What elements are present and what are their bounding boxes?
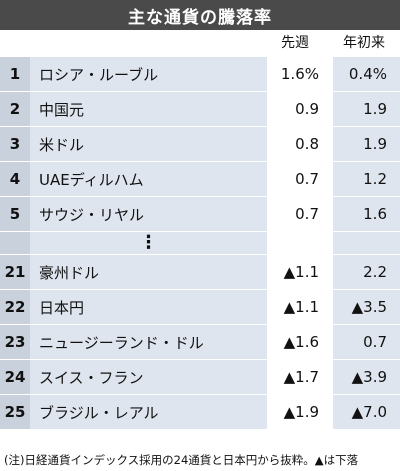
table-row: 21 豪州ドル ▲1.1 2.2: [0, 254, 400, 289]
week-change-cell: 0.7: [267, 197, 333, 231]
ytd-change-cell: 0.7: [333, 325, 400, 359]
table-title: 主な通貨の騰落率: [0, 0, 400, 30]
currency-name-cell: ブラジル・レアル: [30, 395, 267, 429]
rank-cell: 2: [0, 92, 30, 126]
currency-name-cell: 日本円: [30, 290, 267, 324]
ytd-change-cell: 1.2: [333, 162, 400, 196]
week-change-cell: 1.6%: [267, 57, 333, 91]
rank-cell: 24: [0, 360, 30, 394]
currency-name-cell: ニュージーランド・ドル: [30, 325, 267, 359]
table-row: 23 ニュージーランド・ドル ▲1.6 0.7: [0, 324, 400, 359]
table-row: 24 スイス・フラン ▲1.7 ▲3.9: [0, 359, 400, 394]
currency-name-cell: サウジ・リヤル: [30, 197, 267, 231]
ytd-change-cell: ▲3.9: [333, 360, 400, 394]
week-change-cell: [267, 232, 333, 254]
currency-name-cell: 豪州ドル: [30, 255, 267, 289]
ytd-change-cell: ▲7.0: [333, 395, 400, 429]
currency-name-cell: 中国元: [30, 92, 267, 126]
currency-name-cell: UAEディルハム: [30, 162, 267, 196]
rank-cell: 4: [0, 162, 30, 196]
ytd-change-cell: 1.9: [333, 92, 400, 126]
ytd-change-cell: ▲3.5: [333, 290, 400, 324]
rank-cell: 21: [0, 255, 30, 289]
rank-cell: [0, 232, 30, 254]
table-row: 2 中国元 0.9 1.9: [0, 91, 400, 126]
table-row: 3 米ドル 0.8 1.9: [0, 126, 400, 161]
currency-name-cell: ロシア・ルーブル: [30, 57, 267, 91]
table-row: 22 日本円 ▲1.1 ▲3.5: [0, 289, 400, 324]
table-row: 5 サウジ・リヤル 0.7 1.6: [0, 196, 400, 231]
rank-cell: 22: [0, 290, 30, 324]
ytd-change-cell: [333, 232, 400, 254]
column-header-week: 先週: [281, 35, 309, 51]
rank-cell: 1: [0, 57, 30, 91]
table-body: 1 ロシア・ルーブル 1.6% 0.4% 2 中国元 0.9 1.9 3 米ドル 0.8 1.9 4 UA…: [0, 56, 400, 429]
week-change-cell: ▲1.1: [267, 290, 333, 324]
week-change-cell: 0.9: [267, 92, 333, 126]
ytd-change-cell: 1.6: [333, 197, 400, 231]
rank-cell: 23: [0, 325, 30, 359]
table-row: 1 ロシア・ルーブル 1.6% 0.4%: [0, 56, 400, 91]
week-change-cell: ▲1.6: [267, 325, 333, 359]
ytd-change-cell: 2.2: [333, 255, 400, 289]
rank-cell: 25: [0, 395, 30, 429]
week-change-cell: 0.7: [267, 162, 333, 196]
table-header: 先週 年初来: [0, 30, 400, 56]
week-change-cell: ▲1.1: [267, 255, 333, 289]
currency-name-cell: スイス・フラン: [30, 360, 267, 394]
table-row-ellipsis: ⋮: [0, 231, 400, 254]
table-row: 4 UAEディルハム 0.7 1.2: [0, 161, 400, 196]
footnote: (注)日経通貨インデックス採用の24通貨と日本円から抜粋。▲は下落: [4, 453, 359, 467]
rank-cell: 5: [0, 197, 30, 231]
ytd-change-cell: 0.4%: [333, 57, 400, 91]
table-row: 25 ブラジル・レアル ▲1.9 ▲7.0: [0, 394, 400, 429]
currency-name-cell: 米ドル: [30, 127, 267, 161]
rank-cell: 3: [0, 127, 30, 161]
week-change-cell: 0.8: [267, 127, 333, 161]
week-change-cell: ▲1.9: [267, 395, 333, 429]
week-change-cell: ▲1.7: [267, 360, 333, 394]
currency-name-cell: ⋮: [30, 232, 267, 254]
ytd-change-cell: 1.9: [333, 127, 400, 161]
column-header-ytd: 年初来: [343, 35, 385, 51]
